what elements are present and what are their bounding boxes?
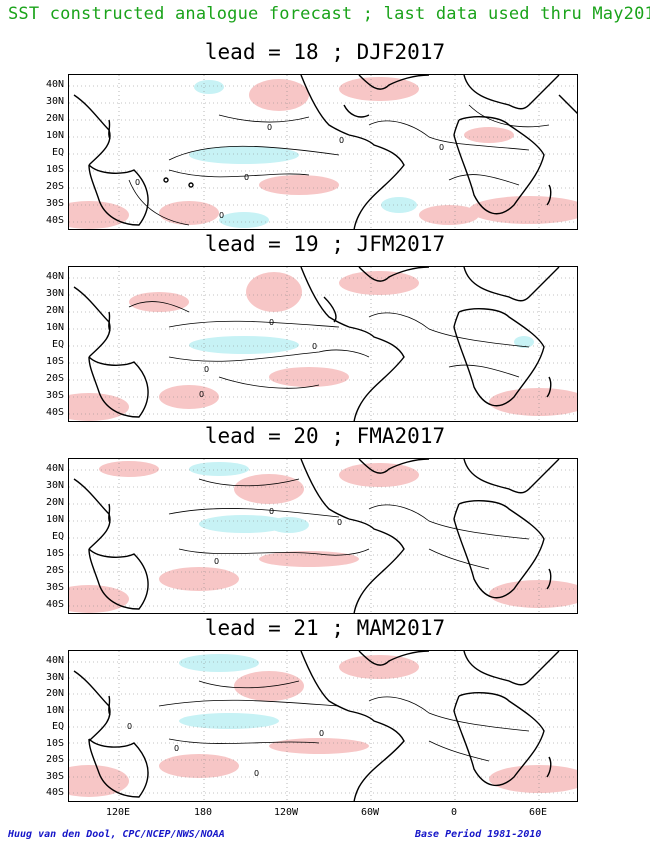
- warm-anomalies: [69, 655, 577, 797]
- map-panel-3: 0 0 0: [68, 458, 578, 614]
- svg-text:0: 0: [312, 342, 317, 351]
- grid-lines: [69, 267, 577, 421]
- cool-anomalies: [179, 654, 279, 729]
- panel-title-3: lead = 20 ; FMA2017: [204, 424, 446, 448]
- lat-label: 30N: [45, 480, 64, 491]
- lat-label: 20S: [45, 565, 64, 576]
- cool-anomalies: [189, 336, 534, 354]
- lat-label: 40S: [45, 599, 64, 610]
- lon-label: 60E: [528, 807, 548, 818]
- svg-text:0: 0: [219, 211, 224, 220]
- svg-text:0: 0: [269, 318, 274, 327]
- zero-contours: [128, 301, 530, 389]
- lat-label: 10N: [45, 130, 64, 141]
- lon-label: 60W: [360, 807, 380, 818]
- map-panel-2: 0 0 0 0: [68, 266, 578, 422]
- lon-label: 0: [450, 807, 458, 818]
- lat-label: 10N: [45, 514, 64, 525]
- land-coastlines: [73, 75, 577, 229]
- cool-anomalies: [189, 80, 417, 228]
- lat-label: 10S: [45, 356, 64, 367]
- contour-labels: 0 0 0: [214, 507, 342, 566]
- lat-label: 30N: [45, 671, 64, 683]
- svg-text:0: 0: [269, 507, 274, 516]
- grid-lines: [69, 75, 577, 229]
- zero-contours: [128, 104, 550, 226]
- grid-lines: [69, 651, 577, 801]
- lat-label: 40N: [45, 463, 64, 474]
- svg-text:0: 0: [254, 769, 259, 778]
- lat-label: 30S: [45, 198, 64, 209]
- lat-label: 30S: [45, 582, 64, 593]
- map-panel-4: 0 0 0 0: [68, 650, 578, 802]
- panel-title-2: lead = 19 ; JFM2017: [204, 232, 446, 256]
- lat-label: 20S: [45, 754, 64, 765]
- svg-text:0: 0: [135, 178, 140, 187]
- land-coastlines: [73, 267, 560, 421]
- lat-label: 30N: [45, 288, 64, 299]
- svg-text:0: 0: [337, 518, 342, 527]
- lat-label: 40S: [45, 215, 64, 226]
- credit-text: Huug van den Dool, CPC/NCEP/NWS/NOAA: [8, 829, 225, 840]
- lat-label: 30N: [45, 96, 64, 107]
- lat-label: 20N: [45, 688, 64, 699]
- lat-label: 10S: [45, 737, 64, 749]
- svg-text:0: 0: [339, 136, 344, 145]
- lat-label: 40S: [45, 407, 64, 418]
- lat-label: 10S: [45, 548, 64, 559]
- warm-anomalies: [69, 461, 577, 613]
- contour-labels: 0 0 0 0: [127, 722, 324, 778]
- lat-label: 30S: [45, 390, 64, 401]
- lon-label: 120W: [273, 807, 299, 818]
- svg-text:0: 0: [204, 365, 209, 374]
- land-coastlines: [73, 459, 560, 613]
- lat-label: EQ: [51, 339, 64, 350]
- zero-contours: [168, 478, 530, 570]
- grid-lines: [69, 459, 577, 613]
- sst-map-2: 0 0 0 0: [69, 267, 577, 421]
- sst-map-3: 0 0 0: [69, 459, 577, 613]
- lat-label: 30S: [45, 770, 64, 782]
- lat-label: 40S: [45, 787, 64, 798]
- cool-anomalies: [189, 462, 309, 533]
- lat-label: 10N: [45, 704, 64, 716]
- svg-text:0: 0: [267, 123, 272, 132]
- panel-title-1: lead = 18 ; DJF2017: [204, 40, 446, 64]
- svg-text:0: 0: [199, 390, 204, 399]
- lat-label: EQ: [51, 147, 64, 158]
- lon-label: 180: [193, 807, 213, 818]
- lat-label: 20N: [45, 305, 64, 316]
- lat-label: 20N: [45, 497, 64, 508]
- svg-text:0: 0: [319, 729, 324, 738]
- lat-label: 20S: [45, 181, 64, 192]
- contour-labels: 0 0 0 0 0 0: [135, 123, 444, 220]
- lon-label: 120E: [105, 807, 131, 818]
- lat-label: EQ: [51, 531, 64, 542]
- contour-labels: 0 0 0 0: [199, 318, 317, 399]
- panel-title-4: lead = 21 ; MAM2017: [204, 616, 446, 640]
- lat-label: 20N: [45, 113, 64, 124]
- warm-anomalies: [69, 77, 577, 229]
- lat-label: 40N: [45, 79, 64, 90]
- map-panel-1: 0 0 0 0 0 0: [68, 74, 578, 230]
- zero-contours: [158, 680, 530, 762]
- base-period-text: Base Period 1981-2010: [415, 829, 542, 840]
- land-coastlines: [73, 651, 560, 801]
- lat-label: EQ: [51, 721, 64, 732]
- sst-map-1: 0 0 0 0 0 0: [69, 75, 577, 229]
- figure-title: SST constructed analogue forecast ; last…: [8, 4, 650, 24]
- lat-label: 20S: [45, 373, 64, 384]
- sst-map-4: 0 0 0 0: [69, 651, 577, 801]
- svg-text:0: 0: [439, 143, 444, 152]
- svg-text:0: 0: [214, 557, 219, 566]
- lat-label: 10N: [45, 322, 64, 333]
- lat-label: 40N: [45, 655, 64, 666]
- lat-label: 10S: [45, 164, 64, 175]
- svg-text:0: 0: [174, 744, 179, 753]
- svg-text:0: 0: [244, 173, 249, 182]
- svg-text:0: 0: [127, 722, 132, 731]
- lat-label: 40N: [45, 271, 64, 282]
